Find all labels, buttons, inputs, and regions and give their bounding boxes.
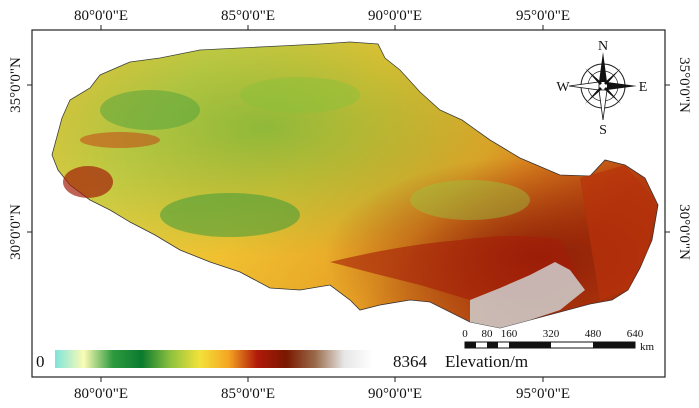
scale-tick-label: 320: [543, 328, 560, 340]
compass-arrow-sw-icon: [585, 87, 602, 104]
scale-bar-segment: [487, 342, 498, 348]
scale-bar-segment: [465, 342, 476, 348]
left-lat-label: 35°0'0"N: [8, 57, 24, 113]
scale-bar-segment: [509, 342, 551, 348]
map-frame: [31, 29, 666, 378]
top-lon-label: 90°0'0"E: [368, 8, 422, 24]
green-patch: [100, 90, 200, 130]
bottom-lon-label: 95°0'0"E: [516, 386, 570, 402]
scale-tick-label: 160: [501, 328, 518, 340]
right-lat-label: 35°0'0"N: [676, 57, 692, 113]
legend-max-label: 8364: [393, 352, 428, 371]
compass-arrow-w-icon: [568, 81, 600, 91]
bottom-lon-label: 85°0'0"E: [221, 386, 275, 402]
right-coordinate-labels: 35°0'0"N 30°0'0"N: [676, 57, 692, 260]
scale-tick-label: 0: [462, 328, 468, 340]
top-lon-label: 85°0'0"E: [221, 8, 275, 24]
compass-arrow-n-icon: [599, 52, 607, 82]
bottom-lon-label: 90°0'0"E: [368, 386, 422, 402]
legend-title: Elevation/m: [445, 352, 528, 371]
compass-arrow-e-icon: [607, 82, 637, 90]
green-patch: [240, 77, 360, 113]
scale-tick-label: 80: [482, 328, 494, 340]
top-lon-label: 95°0'0"E: [516, 8, 570, 24]
left-lat-label: 30°0'0"N: [8, 204, 24, 260]
scale-tick-label: 640: [627, 328, 644, 340]
left-coordinate-labels: 35°0'0"N 30°0'0"N: [8, 57, 24, 260]
compass-n-label: N: [598, 39, 608, 54]
compass-arrow-se-icon: [604, 87, 621, 104]
graticule-ticks: [27, 25, 670, 382]
compass-s-label: S: [599, 123, 607, 138]
right-lat-label: 30°0'0"N: [676, 204, 692, 260]
green-patch: [410, 180, 530, 220]
compass-e-label: E: [639, 80, 648, 95]
green-patch: [160, 193, 300, 237]
east-red-zone: [580, 165, 655, 300]
legend-min-label: 0: [36, 352, 45, 371]
plateau-region: [51, 41, 659, 329]
compass-arrow-s-icon: [598, 89, 608, 121]
scale-tick-label: 480: [585, 328, 602, 340]
scale-bar-segment: [593, 342, 635, 348]
compass-arrow-nw-icon: [585, 68, 602, 85]
top-coordinate-labels: 80°0'0"E 85°0'0"E 90°0'0"E 95°0'0"E: [74, 8, 570, 24]
red-patch: [80, 132, 160, 148]
legend-color-ramp: [55, 350, 373, 368]
scale-unit-label: km: [640, 341, 655, 353]
bottom-coordinate-labels: 80°0'0"E 85°0'0"E 90°0'0"E 95°0'0"E: [74, 386, 570, 402]
bottom-lon-label: 80°0'0"E: [74, 386, 128, 402]
elevation-legend: 0 8364 Elevation/m: [36, 350, 528, 371]
compass-rose: N S E W: [556, 39, 647, 138]
top-lon-label: 80°0'0"E: [74, 8, 128, 24]
compass-arrow-ne-icon: [604, 68, 621, 85]
red-patch: [63, 166, 113, 198]
scale-bar: 0 80 160 320 480 640 km: [462, 328, 654, 353]
compass-w-label: W: [556, 80, 570, 95]
high-peaks: [470, 262, 585, 328]
